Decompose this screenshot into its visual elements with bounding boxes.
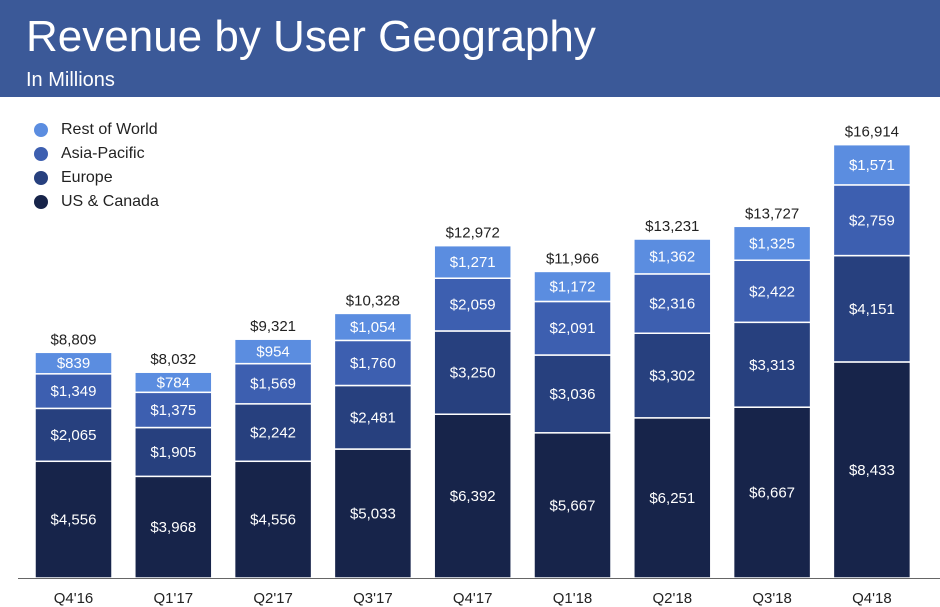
bar-segment-rest-of-world (732, 225, 812, 262)
bar-segment-asia-pacific (333, 339, 413, 387)
data-label-europe: $3,313 (749, 357, 795, 374)
data-label-asia-pacific: $2,422 (749, 283, 795, 300)
bar-segment-asia-pacific (832, 184, 912, 257)
legend-item-us-canada: US & Canada (34, 190, 159, 214)
x-tick-label: Q3'17 (353, 590, 393, 607)
page-subtitle: In Millions (26, 69, 115, 91)
data-label-asia-pacific: $2,316 (649, 296, 695, 313)
x-tick-label: Q4'16 (54, 590, 94, 607)
data-label-europe: $1,905 (150, 444, 196, 461)
data-label-rest-of-world: $1,325 (749, 235, 795, 252)
data-label-rest-of-world: $1,172 (550, 278, 596, 295)
data-label-rest-of-world: $839 (57, 355, 90, 372)
data-label-asia-pacific: $1,760 (350, 355, 396, 372)
page-title: Revenue by User Geography (26, 12, 596, 61)
x-tick-label: Q1'17 (154, 590, 194, 607)
bar-segment-us-canada (233, 460, 313, 579)
total-label: $13,727 (745, 205, 799, 222)
data-label-rest-of-world: $784 (157, 374, 190, 391)
total-label: $8,809 (51, 331, 97, 348)
bar-segment-rest-of-world (134, 371, 213, 394)
bar-segment-europe (533, 354, 612, 434)
data-label-asia-pacific: $1,375 (150, 402, 196, 419)
bar-segment-rest-of-world (333, 312, 413, 342)
data-label-asia-pacific: $1,349 (51, 383, 97, 400)
bar-segment-asia-pacific (633, 273, 712, 335)
data-label-rest-of-world: $954 (256, 343, 289, 360)
x-tick-label: Q4'17 (453, 590, 493, 607)
bar-segment-europe (34, 407, 113, 463)
data-label-asia-pacific: $2,059 (450, 297, 496, 314)
legend-swatch-us-canada (34, 195, 48, 209)
bar-segment-rest-of-world (832, 143, 912, 186)
bar-segment-rest-of-world (34, 351, 113, 375)
data-label-rest-of-world: $1,571 (849, 157, 895, 174)
legend-swatch-europe (34, 171, 48, 185)
legend-item-rest-of-world: Rest of World (34, 118, 159, 142)
bar-segment-europe (233, 403, 313, 463)
legend-label-europe: Europe (61, 169, 113, 186)
data-label-europe: $2,242 (250, 425, 296, 442)
data-label-asia-pacific: $1,569 (250, 376, 296, 393)
bar-segment-europe (633, 332, 712, 419)
legend-label-rest-of-world: Rest of World (61, 121, 158, 138)
bar-segment-asia-pacific (732, 259, 812, 324)
data-label-europe: $3,302 (649, 368, 695, 385)
data-label-us-canada: $6,667 (749, 485, 795, 502)
bar-segment-us-canada (34, 460, 113, 579)
data-label-rest-of-world: $1,054 (350, 319, 396, 336)
data-label-europe: $3,250 (450, 365, 496, 382)
data-label-us-canada: $4,556 (250, 512, 296, 529)
total-label: $9,321 (250, 318, 296, 335)
bar-segment-europe (333, 384, 413, 450)
header-banner: Revenue by User Geography In Millions (0, 0, 940, 97)
data-label-us-canada: $8,433 (849, 462, 895, 479)
data-label-us-canada: $6,392 (450, 488, 496, 505)
bar-segment-asia-pacific (433, 277, 512, 332)
data-label-asia-pacific: $2,091 (550, 320, 596, 337)
bar-segment-asia-pacific (233, 362, 313, 405)
data-label-rest-of-world: $1,362 (649, 248, 695, 265)
x-tick-label: Q3'18 (752, 590, 792, 607)
total-label: $11,966 (546, 250, 599, 267)
total-label: $10,328 (346, 292, 400, 309)
data-label-us-canada: $5,033 (350, 506, 396, 523)
bar-segment-europe (433, 330, 512, 415)
x-tick-label: Q2'18 (653, 590, 693, 607)
data-label-europe: $4,151 (849, 301, 895, 318)
legend-swatch-asia-pacific (34, 147, 48, 161)
legend-item-europe: Europe (34, 166, 159, 190)
legend-label-us-canada: US & Canada (61, 193, 159, 210)
data-label-us-canada: $6,251 (649, 490, 695, 507)
x-tick-label: Q1'18 (553, 590, 593, 607)
legend-swatch-rest-of-world (34, 123, 48, 137)
bar-segment-rest-of-world (633, 238, 712, 275)
data-label-us-canada: $5,667 (550, 497, 596, 514)
bar-segment-rest-of-world (233, 338, 313, 365)
data-label-europe: $2,481 (350, 409, 396, 426)
data-label-asia-pacific: $2,759 (849, 212, 895, 229)
data-label-us-canada: $4,556 (51, 512, 97, 529)
bar-segment-rest-of-world (433, 244, 512, 279)
total-label: $8,032 (150, 351, 196, 368)
data-label-us-canada: $3,968 (150, 519, 196, 536)
total-label: $12,972 (446, 225, 500, 242)
bar-segment-us-canada (633, 417, 712, 579)
bar-segment-asia-pacific (533, 300, 612, 356)
legend-label-asia-pacific: Asia-Pacific (61, 145, 145, 162)
chart-legend: Rest of World Asia-Pacific Europe US & C… (34, 118, 159, 214)
legend-item-asia-pacific: Asia-Pacific (34, 142, 159, 166)
data-label-europe: $3,036 (550, 386, 596, 403)
data-label-europe: $2,065 (51, 427, 97, 444)
total-label: $13,231 (645, 218, 699, 235)
x-tick-label: Q2'17 (253, 590, 293, 607)
data-label-rest-of-world: $1,271 (450, 254, 496, 271)
x-tick-label: Q4'18 (852, 590, 892, 607)
total-label: $16,914 (845, 124, 899, 141)
bar-segment-europe (832, 254, 912, 363)
bar-segment-rest-of-world (533, 270, 612, 303)
